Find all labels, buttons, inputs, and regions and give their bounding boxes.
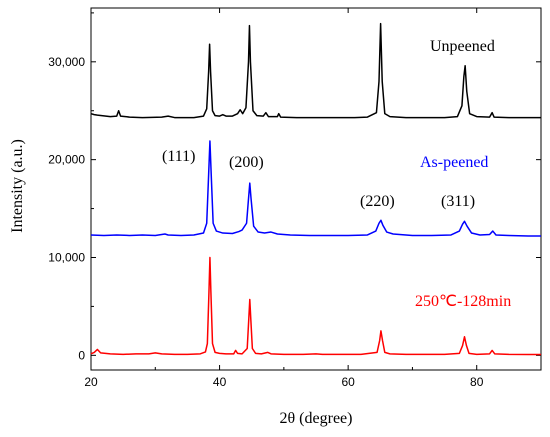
- y-tick-label: 30,000: [48, 55, 85, 69]
- plot-frame: [90, 7, 542, 371]
- legend-label-unpeened: Unpeened: [430, 38, 495, 55]
- peak-label-311: (311): [441, 193, 475, 210]
- y-tick-label: 20,000: [48, 153, 85, 167]
- series-line-2: [90, 256, 541, 356]
- legend-label-250c: 250℃-128min: [415, 293, 511, 310]
- x-axis-ticks: 20 40 60 80: [84, 8, 542, 389]
- series-line-0: [90, 22, 541, 119]
- peak-label-111: (111): [162, 148, 195, 165]
- y-tick-label: 10,000: [48, 250, 85, 264]
- x-axis-title: 2θ (degree): [280, 410, 353, 427]
- series-line-1: [90, 140, 541, 237]
- peak-label-200: (200): [229, 154, 264, 171]
- x-tick-label: 20: [84, 375, 98, 389]
- legend-labels: Unpeened As-peened 250℃-128min: [415, 38, 511, 310]
- x-tick-label: 40: [213, 375, 227, 389]
- y-tick-label: 0: [78, 348, 85, 362]
- x-tick-label: 60: [341, 375, 355, 389]
- series-group: [90, 22, 541, 356]
- legend-label-as-peened: As-peened: [420, 154, 488, 171]
- peak-label-220: (220): [360, 193, 395, 210]
- y-axis-title: Intensity (a.u.): [9, 139, 26, 233]
- y-axis-ticks: 0 10,000 20,000 30,000: [48, 12, 541, 362]
- x-tick-label: 80: [470, 375, 484, 389]
- peak-annotations: (111) (200) (220) (311): [162, 148, 475, 210]
